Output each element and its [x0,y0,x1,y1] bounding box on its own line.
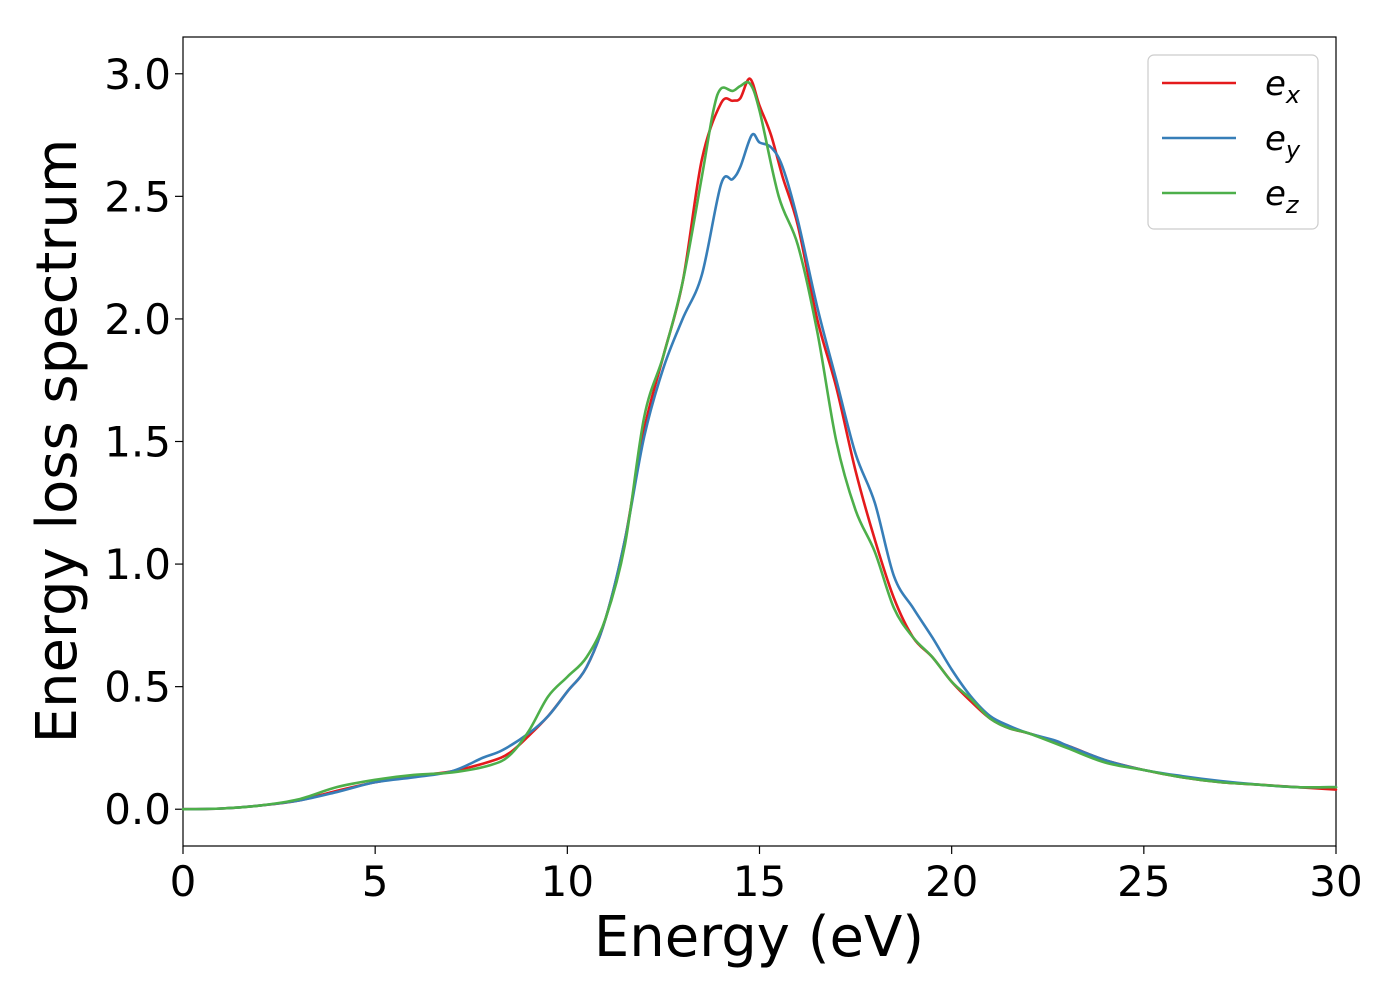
x-tick-label: 20 [925,857,978,906]
y-tick-label: 1.0 [104,540,171,589]
series-lines [181,77,1338,811]
y-axis: 0.0 0.5 1.0 1.5 2.0 2.5 3.0 [104,50,183,834]
x-tick-label: 5 [362,857,389,906]
x-tick-label: 0 [170,857,197,906]
y-tick-label: 2.5 [104,172,171,221]
legend-box [1147,54,1319,230]
x-tick-label: 15 [733,857,786,906]
legend: ex ey ez [1147,54,1319,230]
y-tick-label: 1.5 [104,418,171,467]
legend-label-x: ex [1265,64,1301,109]
plot-area [182,36,1337,847]
y-tick-label: 0.5 [104,663,171,712]
series-line-y [181,132,1338,811]
y-tick-label: 2.0 [104,295,171,344]
y-axis-label: Energy loss spectrum [25,139,90,744]
legend-label-z: ez [1265,174,1300,219]
series-line-z [181,80,1338,811]
x-tick-label: 25 [1117,857,1170,906]
x-tick-label: 10 [541,857,594,906]
x-axis: 0 5 10 15 20 25 30 [170,846,1363,906]
legend-label-y: ey [1265,119,1301,164]
y-tick-label: 3.0 [104,50,171,99]
y-tick-label: 0.0 [104,785,171,834]
x-axis-label: Energy (eV) [594,905,924,970]
x-tick-label: 30 [1309,857,1362,906]
